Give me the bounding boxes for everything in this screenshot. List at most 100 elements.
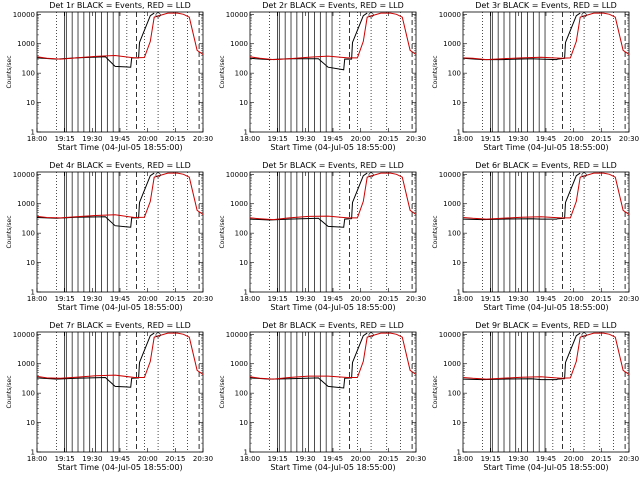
y-tick-label: 10000: [13, 331, 35, 339]
x-tick-label: 19:15: [55, 295, 75, 303]
x-tick-label: 20:30: [406, 135, 426, 143]
peak-marker: [581, 172, 587, 178]
y-axis-label: Counts/sec: [432, 55, 439, 88]
chart-title: Det 5r BLACK = Events, RED = LLD: [262, 161, 404, 170]
detector-chart: Det 1r BLACK = Events, RED = LLD 1 10 100 10…: [6, 1, 213, 152]
x-tick-label: 20:15: [165, 295, 185, 303]
x-axis-label: Start Time (04-Jul-05 18:55:00): [483, 463, 608, 472]
x-tick-label: 19:15: [268, 295, 288, 303]
y-axis-label: Counts/sec: [432, 215, 439, 248]
x-tick-label: 20:15: [378, 455, 398, 463]
x-axis-label: Start Time (04-Jul-05 18:55:00): [270, 303, 395, 312]
x-tick-label: 19:30: [82, 295, 102, 303]
y-tick-label: 1: [457, 129, 461, 137]
x-tick-label: 20:15: [165, 135, 185, 143]
x-tick-label: 20:30: [406, 295, 426, 303]
x-tick-label: 20:15: [591, 135, 611, 143]
x-tick-label: 19:15: [481, 455, 501, 463]
y-tick-label: 1000: [17, 40, 35, 48]
events-series-line: [249, 172, 368, 228]
plot-frame: [462, 11, 630, 133]
x-tick-label: 19:15: [481, 295, 501, 303]
events-series-line: [462, 12, 581, 61]
x-tick-label: 18:00: [27, 295, 47, 303]
x-tick-label: 18:00: [27, 135, 47, 143]
y-tick-label: 100: [235, 390, 248, 398]
lld-series-line: [462, 332, 630, 380]
y-tick-label: 10: [26, 259, 35, 267]
y-tick-label: 10: [26, 419, 35, 427]
x-tick-label: 19:45: [110, 295, 130, 303]
x-tick-label: 18:00: [453, 135, 473, 143]
detector-chart: Det 6r BLACK = Events, RED = LLD 1 10 100 10…: [432, 161, 639, 312]
y-tick-label: 10000: [439, 331, 461, 339]
x-tick-label: 19:15: [55, 455, 75, 463]
y-tick-label: 10000: [439, 171, 461, 179]
y-tick-label: 1000: [17, 200, 35, 208]
plot-frame: [36, 11, 204, 133]
peak-marker: [155, 332, 161, 338]
x-tick-label: 20:00: [138, 295, 158, 303]
chart-title: Det 9r BLACK = Events, RED = LLD: [475, 321, 617, 330]
x-axis-label: Start Time (04-Jul-05 18:55:00): [57, 463, 182, 472]
peak-marker: [581, 332, 587, 338]
y-tick-label: 1: [31, 449, 35, 457]
y-tick-label: 1: [457, 289, 461, 297]
x-tick-label: 19:30: [295, 295, 315, 303]
detector-chart: Det 4r BLACK = Events, RED = LLD 1 10 100 10…: [6, 161, 213, 312]
y-tick-label: 10000: [439, 11, 461, 19]
lld-series-line: [462, 12, 630, 61]
x-tick-label: 19:15: [268, 135, 288, 143]
detector-panel: Det 4r BLACK = Events, RED = LLD 1 10 100 10…: [0, 160, 213, 320]
x-tick-label: 19:15: [481, 135, 501, 143]
detector-panel: Det 1r BLACK = Events, RED = LLD 1 10 100 10…: [0, 0, 213, 160]
peak-marker: [368, 332, 374, 338]
plot-frame: [249, 171, 417, 293]
detector-chart: Det 2r BLACK = Events, RED = LLD 1 10 100 10…: [219, 1, 426, 152]
detector-chart: Det 9r BLACK = Events, RED = LLD 1 10 100 10…: [432, 321, 639, 472]
detector-panel: Det 8r BLACK = Events, RED = LLD 1 10 100 10…: [213, 320, 426, 480]
x-tick-label: 19:30: [295, 455, 315, 463]
y-tick-label: 100: [235, 230, 248, 238]
x-tick-label: 20:00: [351, 135, 371, 143]
events-series-line: [249, 332, 368, 389]
y-tick-label: 10: [452, 419, 461, 427]
events-series-line: [36, 332, 155, 388]
y-tick-label: 10000: [13, 171, 35, 179]
y-axis-label: Counts/sec: [219, 375, 226, 408]
x-tick-label: 20:15: [591, 295, 611, 303]
detector-panel: Det 3r BLACK = Events, RED = LLD 1 10 100 10…: [426, 0, 639, 160]
x-tick-label: 20:30: [193, 135, 213, 143]
y-tick-label: 10000: [13, 11, 35, 19]
chart-title: Det 4r BLACK = Events, RED = LLD: [49, 161, 191, 170]
y-tick-label: 100: [22, 230, 35, 238]
y-tick-label: 100: [448, 70, 461, 78]
x-axis-label: Start Time (04-Jul-05 18:55:00): [270, 463, 395, 472]
x-tick-label: 20:15: [591, 455, 611, 463]
plot-frame: [249, 11, 417, 133]
y-tick-label: 1000: [443, 200, 461, 208]
y-tick-label: 10: [452, 259, 461, 267]
lld-series-line: [36, 12, 204, 60]
y-tick-label: 100: [22, 390, 35, 398]
x-tick-label: 20:00: [564, 455, 584, 463]
y-tick-label: 10: [239, 419, 248, 427]
x-tick-label: 19:45: [110, 135, 130, 143]
x-tick-label: 18:00: [27, 455, 47, 463]
x-tick-label: 20:00: [564, 295, 584, 303]
detector-panel: Det 7r BLACK = Events, RED = LLD 1 10 100 10…: [0, 320, 213, 480]
detector-panel: Det 6r BLACK = Events, RED = LLD 1 10 100 10…: [426, 160, 639, 320]
plot-frame: [462, 331, 630, 453]
lld-series-line: [462, 172, 630, 220]
y-tick-label: 1000: [230, 360, 248, 368]
chart-title: Det 8r BLACK = Events, RED = LLD: [262, 321, 404, 330]
x-tick-label: 19:15: [268, 455, 288, 463]
x-tick-label: 19:45: [323, 455, 343, 463]
x-axis-label: Start Time (04-Jul-05 18:55:00): [57, 143, 182, 152]
x-tick-label: 18:00: [453, 455, 473, 463]
y-tick-label: 100: [448, 390, 461, 398]
x-axis-label: Start Time (04-Jul-05 18:55:00): [57, 303, 182, 312]
x-tick-label: 19:45: [323, 135, 343, 143]
peak-marker: [155, 172, 161, 178]
